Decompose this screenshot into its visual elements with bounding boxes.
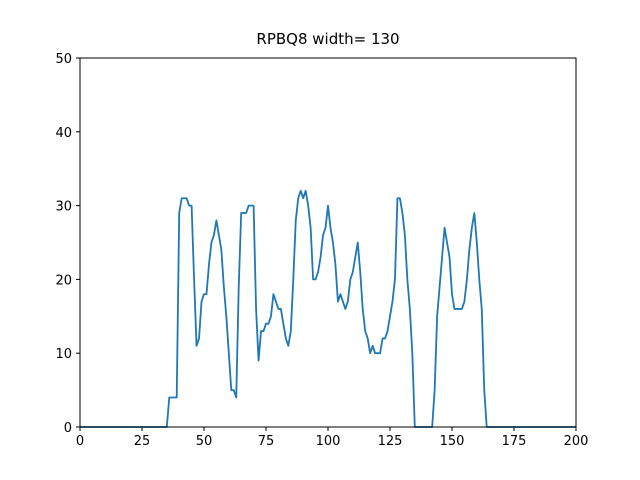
x-tick-label: 125 bbox=[378, 434, 403, 449]
data-line bbox=[80, 189, 576, 428]
plot-frame bbox=[79, 57, 577, 428]
y-tick-label: 0 bbox=[64, 421, 72, 436]
y-tick-label: 10 bbox=[55, 347, 72, 362]
x-tick-label: 175 bbox=[502, 434, 527, 449]
x-tick-label: 25 bbox=[134, 434, 151, 449]
y-tick-label: 40 bbox=[55, 126, 72, 141]
x-tick-label: 100 bbox=[316, 434, 341, 449]
y-tick-label: 30 bbox=[55, 200, 72, 215]
x-tick-label: 50 bbox=[196, 434, 213, 449]
x-tick-label: 0 bbox=[76, 434, 84, 449]
chart-title: RPBQ8 width= 130 bbox=[256, 30, 399, 48]
x-tick-label: 200 bbox=[564, 434, 589, 449]
y-tick-label: 50 bbox=[55, 52, 72, 67]
y-tick-label: 20 bbox=[55, 273, 72, 288]
x-tick-label: 150 bbox=[440, 434, 465, 449]
x-tick-label: 75 bbox=[258, 434, 275, 449]
